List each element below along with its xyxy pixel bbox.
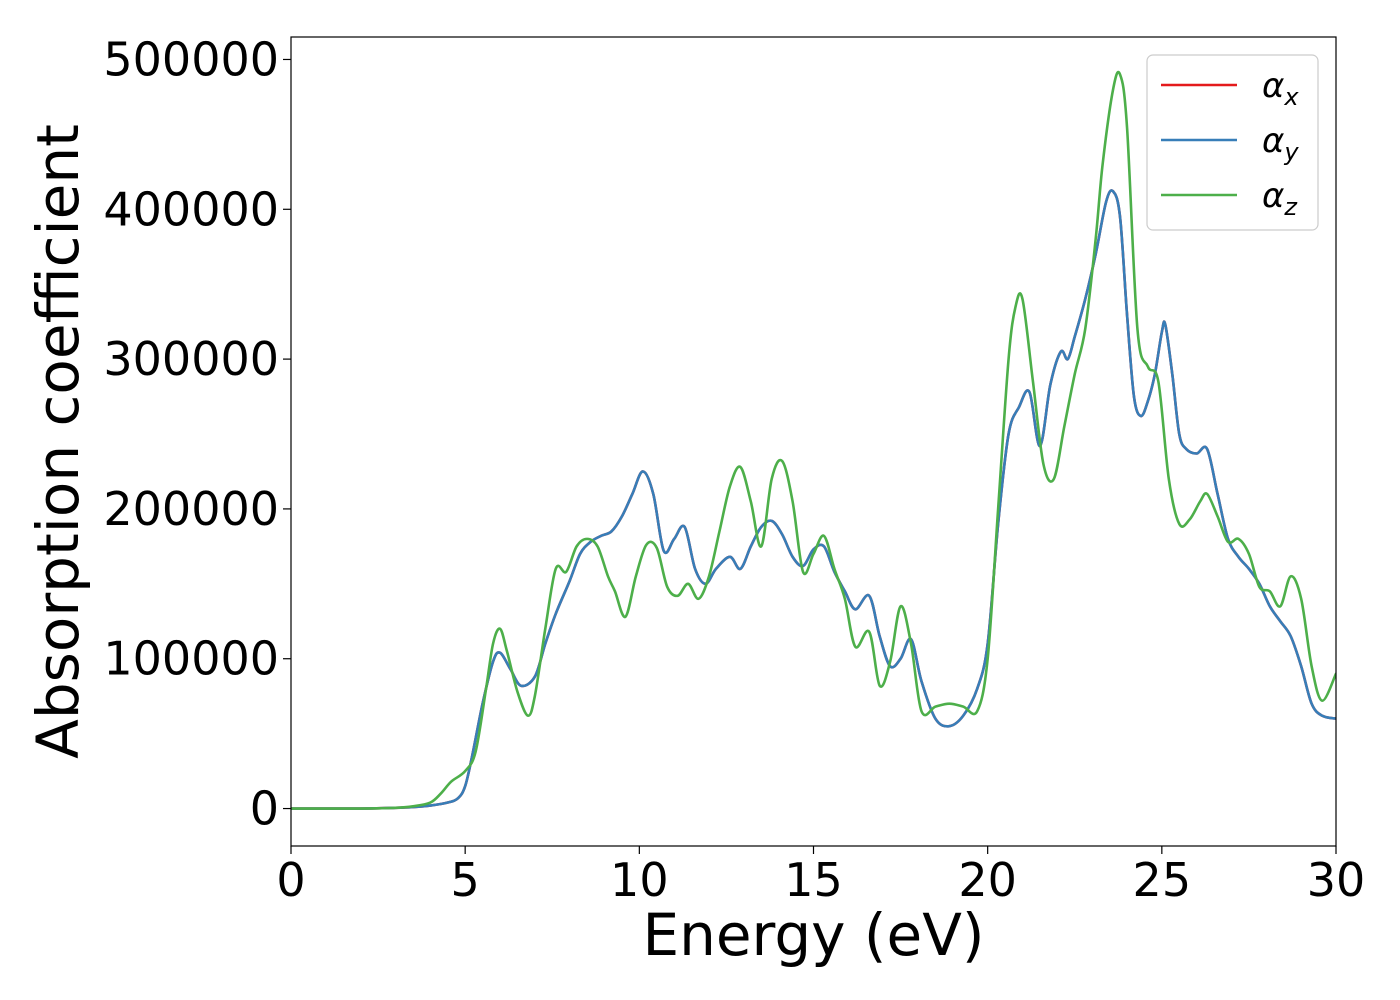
series-layer [291, 70, 1336, 810]
y-axis-ticks: 0 100000 200000 300000 400000 500000 [103, 32, 291, 836]
y-tick-label: 200000 [103, 482, 279, 536]
y-tick-label: 0 [250, 782, 279, 836]
legend: αx αy αz [1146, 54, 1319, 231]
y-axis-title: Absorption coefficient [24, 124, 92, 759]
y-tick-label: 100000 [103, 632, 279, 686]
y-tick-label: 400000 [103, 182, 279, 236]
x-tick-label: 0 [276, 853, 305, 907]
x-axis-title: Energy (eV) [642, 901, 984, 969]
x-tick-label: 25 [1133, 853, 1192, 907]
series-line-alpha-x [291, 189, 1336, 810]
series-line-alpha-z [291, 70, 1336, 810]
legend-label-alpha-x: αx [1262, 66, 1299, 111]
series-line-alpha-y [291, 189, 1336, 810]
x-axis-ticks: 0 5 10 15 20 25 30 [276, 846, 1365, 907]
x-tick-label: 20 [958, 853, 1017, 907]
y-tick-label: 500000 [103, 32, 279, 86]
x-tick-label: 30 [1307, 853, 1366, 907]
legend-box [1146, 54, 1319, 231]
x-tick-label: 5 [451, 853, 480, 907]
x-tick-label: 10 [610, 853, 669, 907]
legend-label-alpha-z: αz [1262, 176, 1298, 221]
x-tick-label: 15 [784, 853, 843, 907]
legend-label-alpha-y: αy [1262, 121, 1299, 166]
y-tick-label: 300000 [103, 332, 279, 386]
